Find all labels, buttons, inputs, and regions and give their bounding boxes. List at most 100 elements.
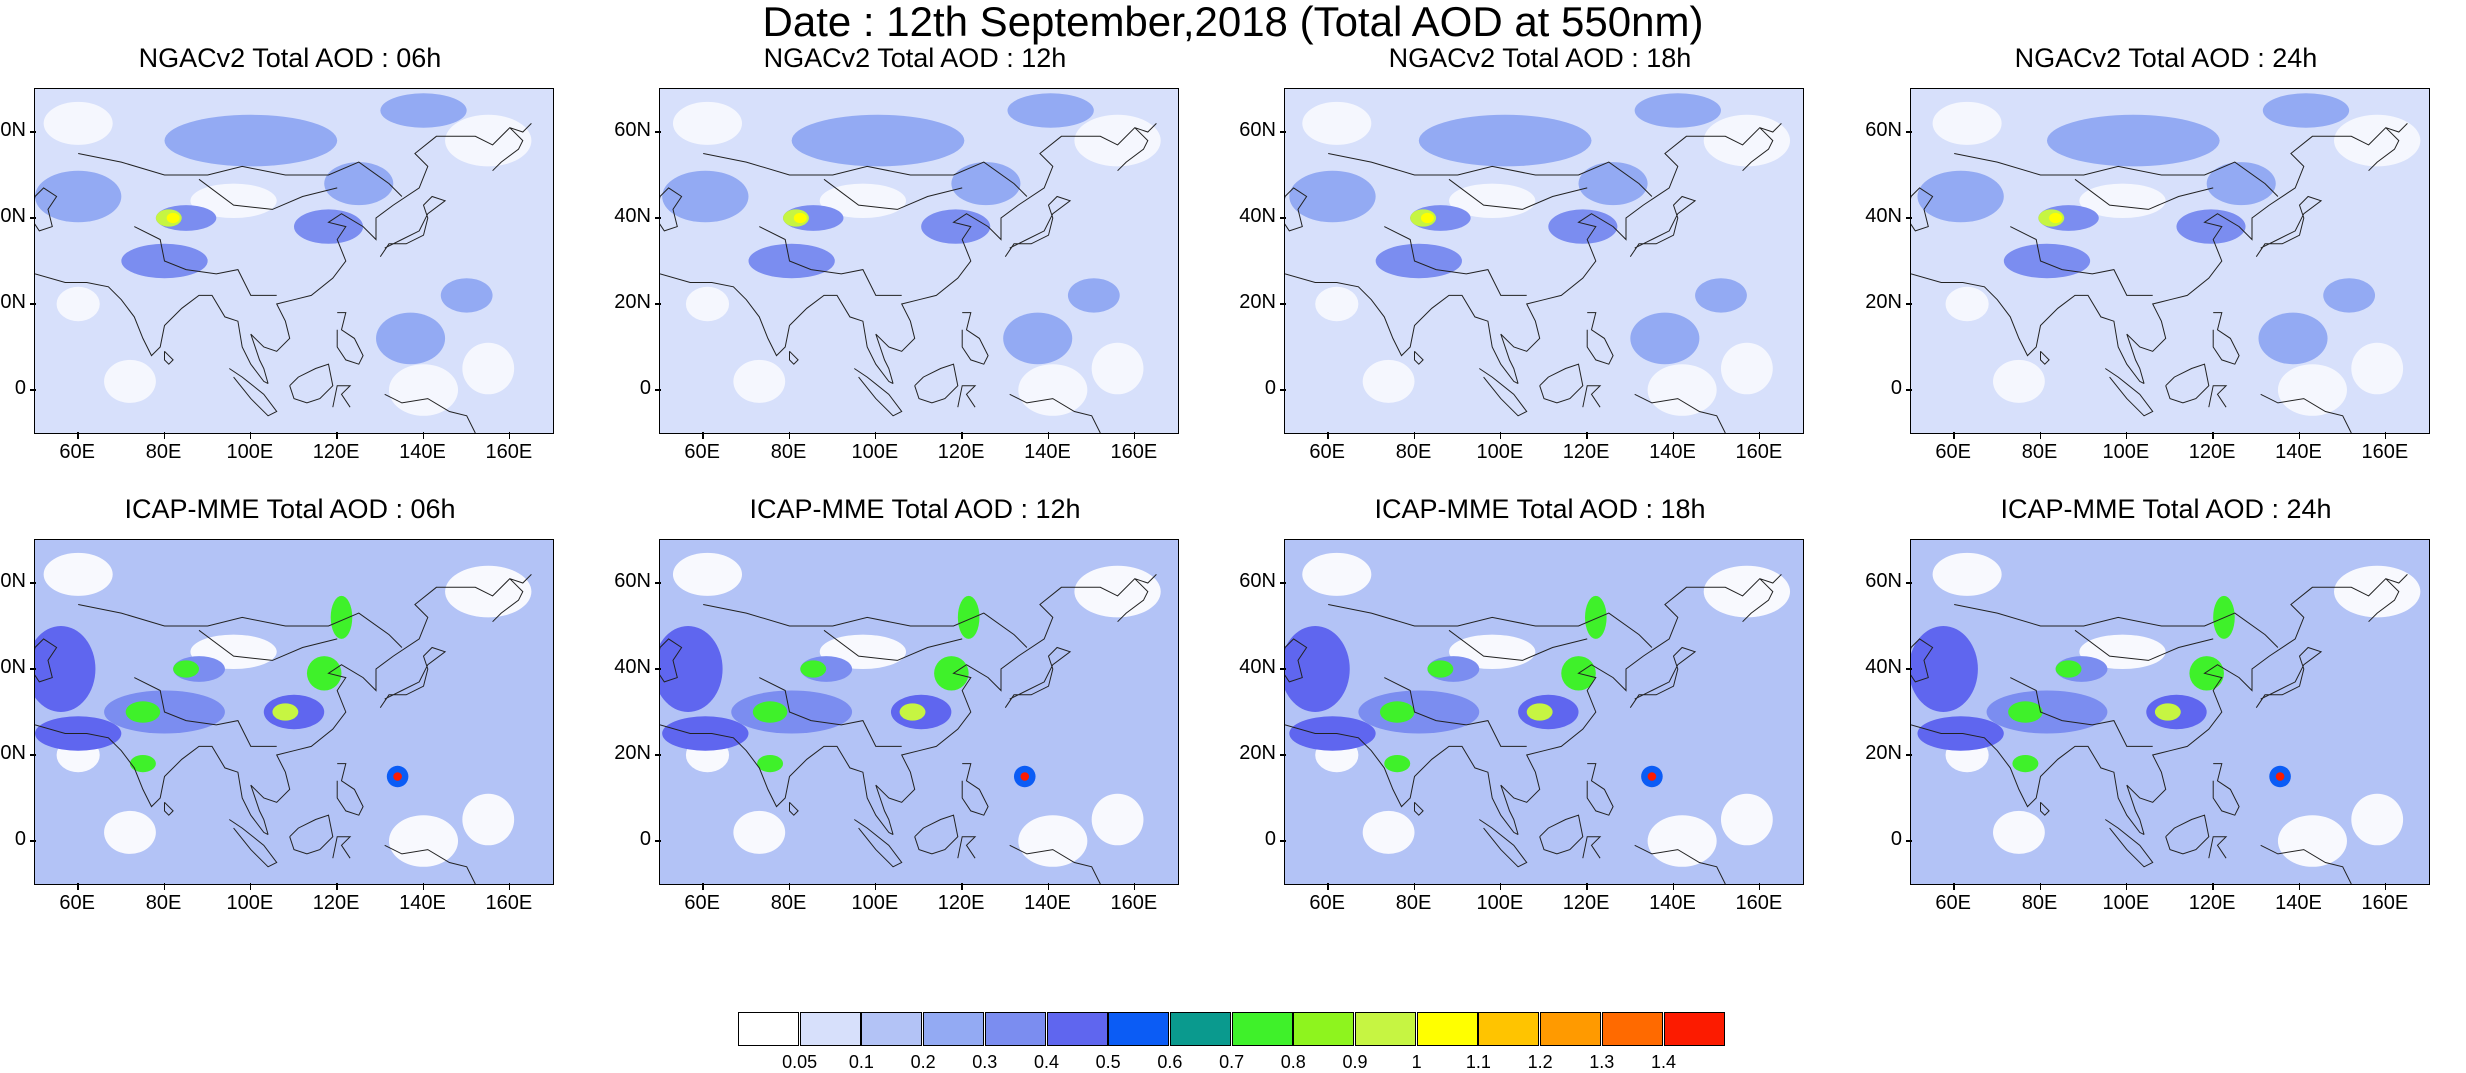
aod-plume xyxy=(757,755,784,773)
aod-plume xyxy=(731,690,853,734)
y-tick-label: 60N xyxy=(1865,119,1902,141)
x-tick-mark xyxy=(2125,883,2128,890)
x-tick-label: 160E xyxy=(485,892,533,914)
y-tick-label: 40N xyxy=(1865,656,1902,678)
x-tick-mark xyxy=(1953,883,1955,890)
x-tick-mark xyxy=(163,883,165,890)
aod-plume xyxy=(1358,690,1480,734)
x-tick-label: 140E xyxy=(1649,892,1696,914)
map-panel: NGACv2 Total AOD : 18h 60N 40N 20N 0 60E 80E 10… xyxy=(1239,43,1810,503)
map-area xyxy=(1284,539,1804,885)
x-tick-mark xyxy=(2212,432,2214,439)
x-tick-mark xyxy=(508,883,511,890)
x-tick-label: 60E xyxy=(59,441,95,463)
y-tick-mark xyxy=(30,754,36,756)
map-area xyxy=(1284,88,1804,434)
x-tick-label: 80E xyxy=(1395,441,1432,463)
low-aod-patch xyxy=(1018,815,1088,867)
x-tick-mark xyxy=(702,883,704,890)
y-tick-mark xyxy=(1906,754,1912,756)
x-tick-label: 60E xyxy=(684,892,720,914)
x-tick-mark xyxy=(2039,432,2041,439)
y-tick-mark xyxy=(1280,582,1286,584)
aod-plume xyxy=(793,212,807,224)
low-aod-patch xyxy=(1945,286,1989,322)
aod-field xyxy=(660,89,1178,433)
colorbar-swatch xyxy=(1231,1012,1293,1046)
map-area xyxy=(659,539,1179,885)
aod-plume xyxy=(393,772,402,781)
y-tick-mark xyxy=(655,840,661,842)
aod-plume xyxy=(35,170,122,223)
low-aod-patch xyxy=(733,810,786,854)
y-tick-mark xyxy=(655,389,661,391)
aod-plume xyxy=(2049,212,2063,224)
y-tick-mark xyxy=(1906,582,1912,584)
x-tick-mark xyxy=(336,883,338,890)
x-tick-label: 160E xyxy=(1110,441,1158,463)
low-aod-patch xyxy=(1449,183,1536,218)
y-tick-mark xyxy=(1906,840,1912,842)
x-tick-label: 60E xyxy=(684,441,720,463)
low-aod-patch xyxy=(2277,364,2347,416)
y-tick-mark xyxy=(655,582,661,584)
map-panel: ICAP-MME Total AOD : 18h 60N 40N 20N 0 60E 80E… xyxy=(1239,494,1810,954)
aod-plume xyxy=(1695,278,1747,313)
colorbar-label: 0.5 xyxy=(1095,1052,1121,1072)
x-tick-mark xyxy=(422,883,424,890)
aod-plume xyxy=(1585,595,1607,639)
x-tick-mark xyxy=(77,432,79,439)
x-tick-label: 100E xyxy=(1476,441,1524,463)
x-tick-label: 100E xyxy=(851,441,899,463)
aod-plume xyxy=(1630,312,1700,365)
x-tick-label: 80E xyxy=(2021,892,2058,914)
aod-plume xyxy=(1917,170,2004,223)
x-tick-mark xyxy=(422,432,424,439)
colorbar-label: 0.4 xyxy=(1033,1052,1060,1072)
x-tick-label: 100E xyxy=(226,441,274,463)
x-tick-mark xyxy=(249,432,252,439)
x-tick-mark xyxy=(702,432,704,439)
aod-field xyxy=(660,540,1178,884)
x-tick-label: 120E xyxy=(1562,441,1610,463)
aod-plume xyxy=(2262,93,2350,128)
aod-plume xyxy=(951,162,1021,206)
low-aod-patch xyxy=(43,101,113,145)
y-tick-mark xyxy=(1906,668,1912,670)
x-tick-label: 120E xyxy=(1562,892,1610,914)
aod-plume xyxy=(129,755,156,773)
x-tick-mark xyxy=(961,883,963,890)
x-tick-mark xyxy=(1586,883,1588,890)
aod-plume xyxy=(1067,278,1120,313)
x-tick-label: 80E xyxy=(145,441,182,463)
panel-title: NGACv2 Total AOD : 12h xyxy=(763,43,1067,73)
x-tick-mark xyxy=(1758,883,1761,890)
aod-plume xyxy=(800,660,827,678)
y-tick-mark xyxy=(1906,217,1912,219)
x-tick-label: 120E xyxy=(2188,441,2236,463)
x-tick-mark xyxy=(77,883,79,890)
low-aod-patch xyxy=(43,552,113,596)
aod-plume xyxy=(2189,656,2224,691)
x-tick-label: 100E xyxy=(851,892,899,914)
aod-field xyxy=(1285,540,1803,884)
aod-plume xyxy=(1020,772,1030,781)
low-aod-patch xyxy=(685,286,730,322)
y-tick-label: 20N xyxy=(1239,742,1276,764)
x-tick-label: 140E xyxy=(1024,892,1071,914)
y-tick-mark xyxy=(30,217,36,219)
colorbar-swatch xyxy=(1478,1012,1540,1046)
aod-plume xyxy=(1986,690,2108,734)
y-tick-label: 40N xyxy=(1239,656,1276,678)
panel-title: NGACv2 Total AOD : 18h xyxy=(1388,43,1692,73)
aod-plume xyxy=(752,701,788,723)
x-tick-mark xyxy=(1133,432,1136,439)
x-tick-label: 100E xyxy=(2102,441,2150,463)
y-tick-label: 0 xyxy=(1890,377,1902,399)
colorbar-swatch xyxy=(1108,1012,1170,1046)
x-tick-mark xyxy=(1047,432,1049,439)
x-tick-label: 120E xyxy=(937,892,985,914)
aod-plume xyxy=(1647,772,1657,781)
x-tick-label: 60E xyxy=(1935,441,1971,463)
y-tick-label: 0 xyxy=(639,828,651,850)
